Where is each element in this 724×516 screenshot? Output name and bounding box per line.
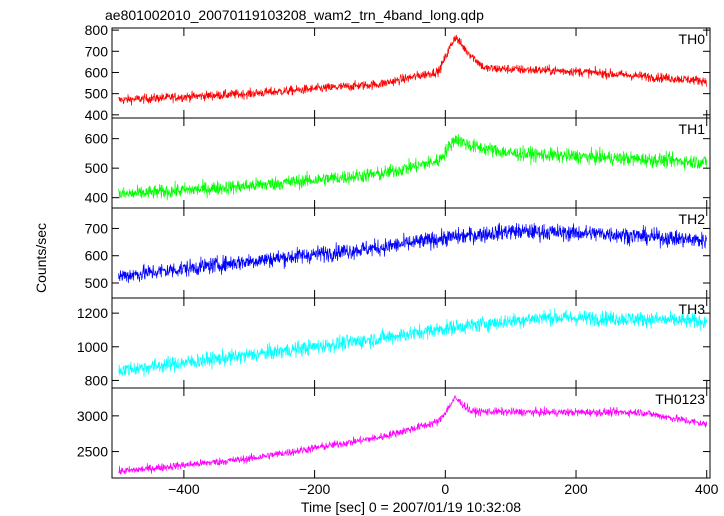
chart-title: ae801002010_20070119103208_wam2_trn_4ban…	[105, 7, 484, 23]
y-tick-label: 700	[85, 220, 109, 236]
x-tick-label: 0	[441, 481, 449, 497]
y-tick-label: 400	[85, 107, 109, 123]
y-tick-label: 500	[85, 275, 109, 291]
series-line-th0	[118, 34, 708, 106]
series-line-th0123	[118, 395, 708, 475]
y-tick-label: 600	[85, 131, 109, 147]
y-tick-label: 700	[85, 43, 109, 59]
x-axis-label: Time [sec] 0 = 2007/01/19 10:32:08	[301, 499, 521, 515]
y-tick-label: 1200	[77, 305, 108, 321]
x-tick-label: 400	[695, 481, 719, 497]
y-tick-label: 500	[85, 86, 109, 102]
panel-label-th1: TH1	[679, 121, 706, 137]
y-axis-label: Counts/sec	[33, 223, 49, 293]
panels-group: 400 500 600 700 800 TH0 400 500 600 TH1 500 600 700 T…	[77, 22, 719, 497]
x-tick-label: 200	[564, 481, 588, 497]
y-tick-label: 600	[85, 248, 109, 264]
y-tick-label: 800	[85, 372, 109, 388]
y-tick-label: 400	[85, 190, 109, 206]
panel-label-th0123: TH0123	[655, 391, 705, 407]
panel-label-th0: TH0	[679, 31, 706, 47]
series-line-th3	[118, 308, 708, 377]
series-line-th1	[118, 133, 708, 201]
x-tick-label: −400	[168, 481, 200, 497]
y-tick-label: 600	[85, 64, 109, 80]
panel-frame-th3	[111, 297, 711, 389]
panel-label-th2: TH2	[679, 211, 706, 227]
panel-label-th3: TH3	[679, 301, 706, 317]
panel-frame-th0123	[111, 387, 711, 479]
y-tick-label: 500	[85, 160, 109, 176]
y-tick-label: 800	[85, 22, 109, 38]
x-tick-label: −200	[299, 481, 331, 497]
y-tick-label: 3000	[77, 408, 108, 424]
y-tick-label: 1000	[77, 339, 108, 355]
panel-frame-th2	[111, 207, 711, 299]
y-tick-label: 2500	[77, 444, 108, 460]
series-line-th2	[118, 222, 708, 284]
